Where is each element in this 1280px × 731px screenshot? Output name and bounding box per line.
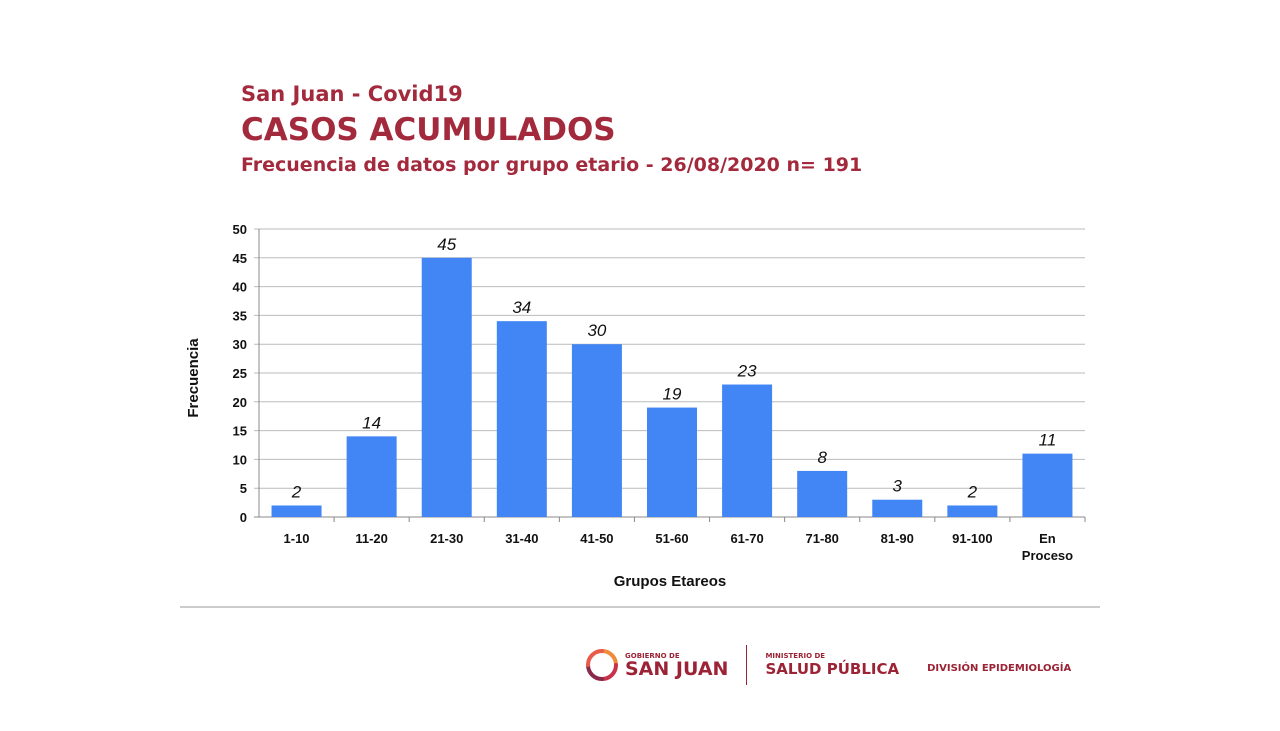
x-axis-label: Grupos Etareos: [614, 573, 727, 590]
data-label: 2: [967, 482, 978, 501]
y-tick-label: 50: [233, 222, 247, 237]
bar: [722, 384, 773, 517]
division-text: DIVISIÓN EPIDEMIOLOGÍA: [927, 662, 1072, 674]
chart-supertitle: San Juan - Covid19: [241, 82, 463, 106]
y-axis-label: Frecuencia: [185, 338, 202, 418]
bar: [421, 257, 472, 517]
y-tick-label: 40: [233, 280, 247, 295]
x-tick-label: 11-20: [355, 531, 388, 546]
data-label: 3: [893, 477, 903, 496]
y-tick-label: 25: [233, 366, 247, 381]
bar: [571, 344, 622, 517]
x-tick-label: 81-90: [881, 531, 914, 546]
footer-logos: GOBIERNO DE SAN JUAN MINISTERIO DE SALUD P…: [585, 645, 1071, 685]
y-tick-label: 45: [233, 251, 247, 266]
y-tick-label: 10: [233, 452, 247, 467]
bar: [1022, 453, 1073, 517]
data-label: 45: [437, 235, 456, 254]
data-label: 14: [362, 413, 381, 432]
y-tick-label: 20: [233, 395, 247, 410]
data-label: 19: [663, 385, 682, 404]
y-tick-label: 0: [240, 510, 247, 525]
x-tick-label: 41-50: [580, 531, 613, 546]
data-label: 30: [587, 321, 606, 340]
x-tick-label: 51-60: [655, 531, 688, 546]
y-tick-label: 30: [233, 337, 247, 352]
bar: [647, 407, 697, 517]
data-label: 34: [512, 298, 531, 317]
x-tick-label: 21-30: [430, 531, 463, 546]
bar: [496, 321, 547, 517]
y-tick-label: 15: [233, 424, 247, 439]
ministry-small-text: MINISTERIO DE: [765, 651, 826, 660]
bar: [346, 436, 397, 517]
bar: [947, 505, 998, 517]
data-label: 8: [817, 448, 827, 467]
bar: [797, 470, 848, 517]
x-tick-label: 91-100: [952, 531, 992, 546]
y-tick-label: 35: [233, 308, 247, 323]
chart-subtitle: Frecuencia de datos por grupo etario - 2…: [241, 154, 863, 176]
x-tick-label: 1-10: [284, 531, 310, 546]
san-juan-sun-logo-icon: [586, 649, 618, 681]
x-tick-label: 61-70: [730, 531, 763, 546]
y-tick-label: 5: [240, 481, 247, 496]
chart-title: CASOS ACUMULADOS: [241, 112, 616, 148]
data-label: 2: [291, 482, 302, 501]
x-tick-label: 31-40: [505, 531, 538, 546]
footer-separator: [746, 645, 748, 685]
x-tick-label: 71-80: [806, 531, 839, 546]
x-tick-label: En Proceso: [1022, 531, 1073, 563]
gov-small-text: GOBIERNO DE: [625, 651, 680, 660]
bar: [271, 505, 322, 517]
bar: [872, 499, 923, 517]
gov-big-text: SAN JUAN: [625, 657, 729, 680]
data-label: 23: [737, 362, 757, 381]
data-label: 11: [1039, 431, 1057, 450]
ministry-big-text: SALUD PÚBLICA: [765, 659, 900, 678]
